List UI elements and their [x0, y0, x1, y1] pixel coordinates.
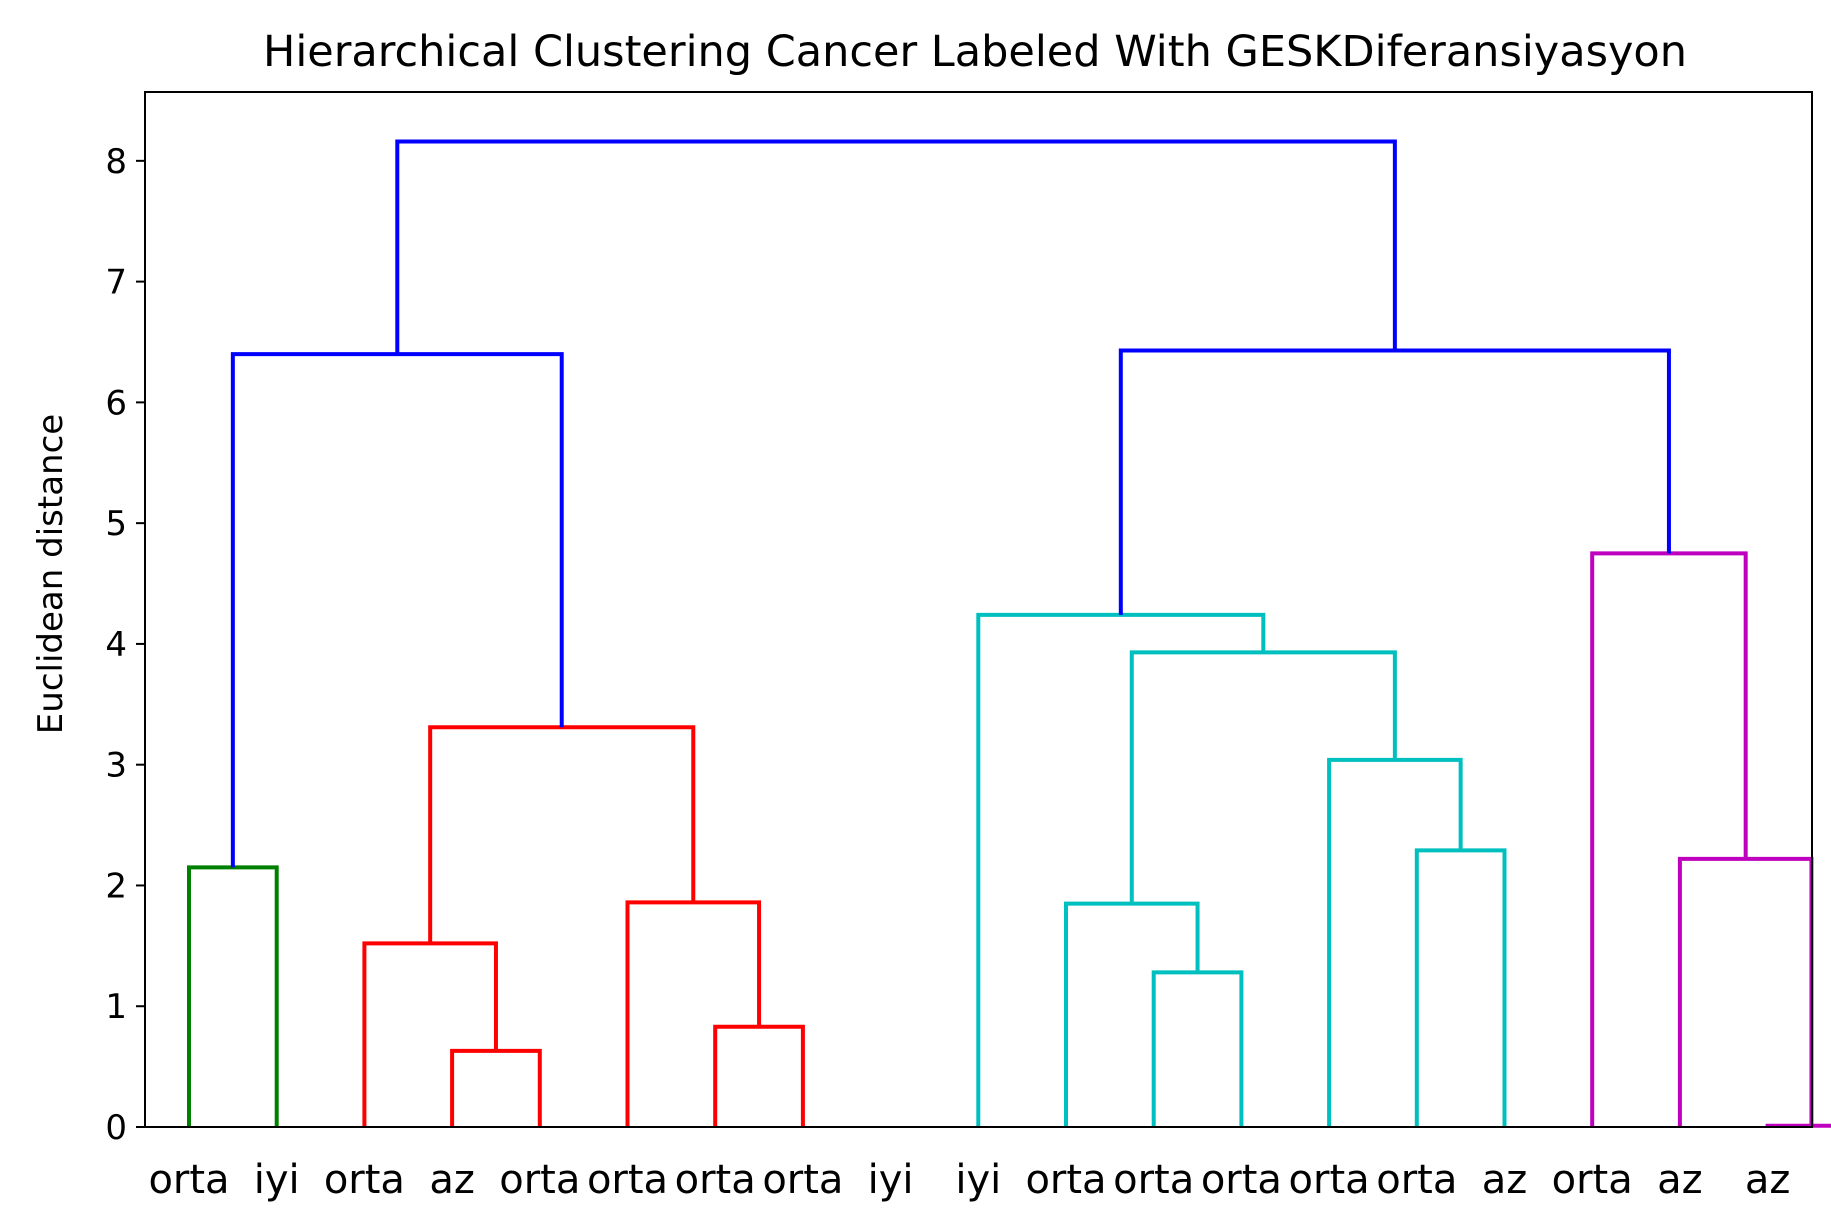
leaf-label: az — [1745, 1157, 1791, 1203]
dendrogram-links — [187, 139, 1831, 1128]
cluster-link-3 — [713, 1024, 805, 1127]
leaf-label: orta — [762, 1157, 843, 1203]
leaf-label: az — [1482, 1157, 1528, 1203]
cluster-link-6 — [230, 352, 564, 868]
y-axis-label: Euclidean distance — [31, 414, 71, 734]
leaf-label: az — [1657, 1157, 1703, 1203]
leaf-label: orta — [499, 1157, 580, 1203]
y-tick-label-0: 0 — [105, 1108, 127, 1148]
leaf-label: orta — [1025, 1157, 1106, 1203]
leaf-label: az — [429, 1157, 475, 1203]
cluster-link-2 — [362, 941, 498, 1127]
cluster-link-15 — [1590, 551, 1748, 1127]
leaf-label: orta — [675, 1157, 756, 1203]
leaf-label: orta — [1552, 1157, 1633, 1203]
y-tick-label-2: 2 — [105, 866, 127, 906]
leaf-labels: orta iyi orta az orta orta orta orta iyi iyi orta o… — [148, 1157, 1790, 1203]
leaf-label: orta — [148, 1157, 229, 1203]
cluster-link-7 — [1151, 970, 1244, 1127]
cluster-link-12 — [976, 612, 1266, 1127]
y-axis-ticks: 0 1 2 3 4 5 6 7 8 — [105, 142, 145, 1148]
y-tick-label-5: 5 — [105, 504, 127, 544]
cluster-link-16 — [1118, 348, 1671, 615]
plot-frame — [144, 91, 1813, 1128]
cluster-link-4 — [625, 900, 762, 1127]
cluster-link-1 — [450, 1048, 542, 1127]
leaf-label: orta — [1201, 1157, 1282, 1203]
leaf-label: iyi — [868, 1157, 914, 1203]
y-tick-label-8: 8 — [105, 142, 127, 182]
cluster-link-0 — [187, 865, 279, 1127]
leaf-label: orta — [1113, 1157, 1194, 1203]
cluster-link-8 — [1064, 901, 1200, 1127]
cluster-link-9 — [1414, 848, 1507, 1127]
cluster-link-10 — [1327, 757, 1463, 1127]
cluster-link-17 — [395, 139, 1397, 355]
leaf-label: iyi — [955, 1157, 1001, 1203]
cluster-link-5 — [428, 725, 696, 944]
y-tick-label-4: 4 — [105, 625, 127, 665]
y-tick-label-3: 3 — [105, 746, 127, 786]
leaf-label: orta — [587, 1157, 668, 1203]
leaf-label: orta — [324, 1157, 405, 1203]
y-tick-label-7: 7 — [105, 263, 127, 303]
cluster-link-14 — [1677, 856, 1814, 1127]
leaf-label: orta — [1376, 1157, 1457, 1203]
leaf-label: orta — [1289, 1157, 1370, 1203]
cluster-link-11 — [1129, 650, 1397, 904]
y-tick-label-6: 6 — [105, 383, 127, 423]
chart-title: Hierarchical Clustering Cancer Labeled W… — [263, 27, 1687, 77]
leaf-label: iyi — [254, 1157, 300, 1203]
y-tick-label-1: 1 — [105, 987, 127, 1027]
